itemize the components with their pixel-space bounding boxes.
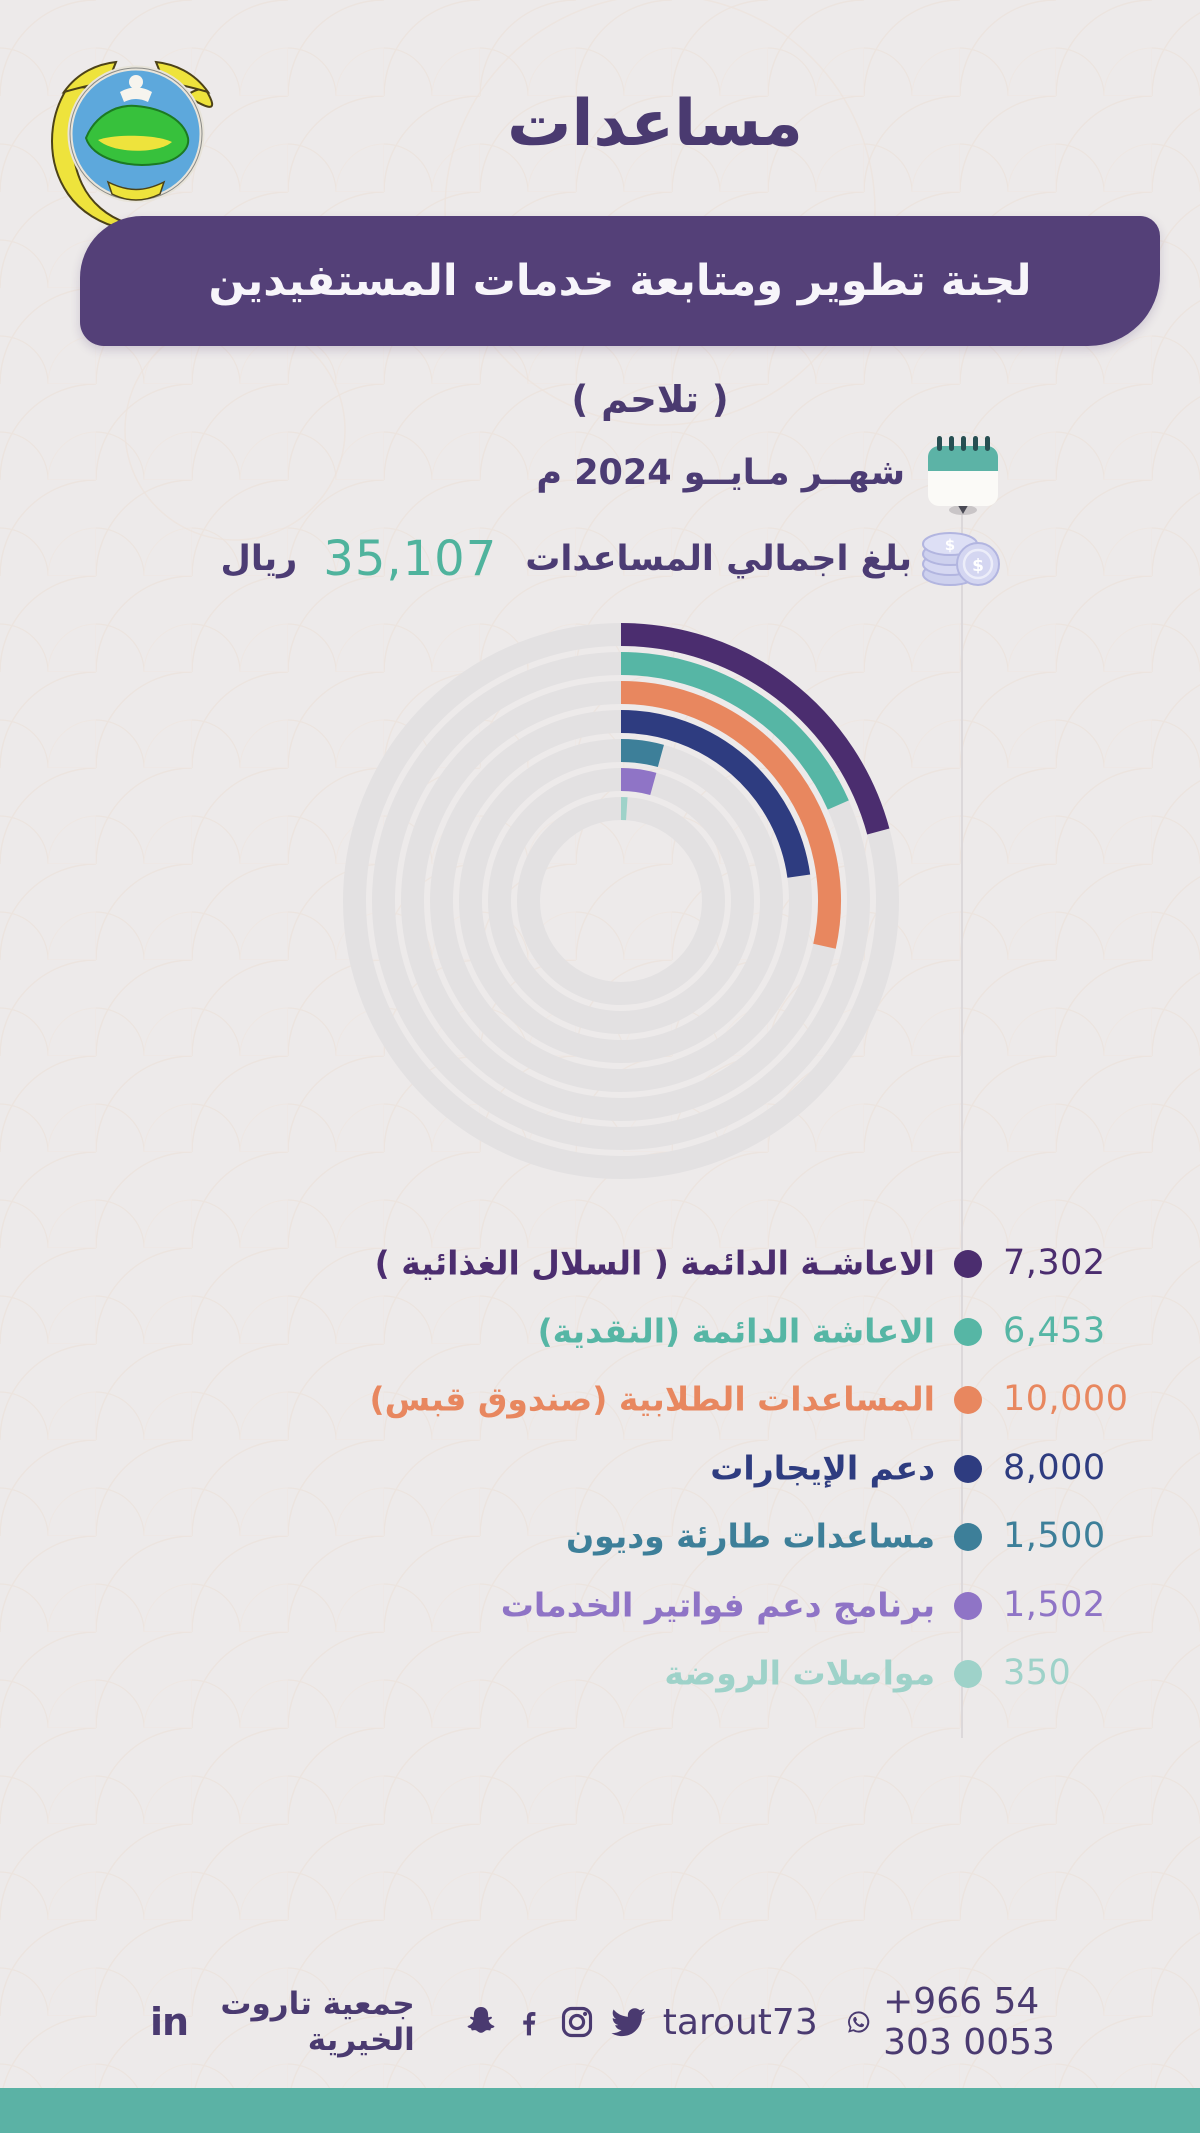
linkedin-icon[interactable]: in: [150, 2000, 189, 2044]
social-handle[interactable]: tarout73: [662, 2001, 818, 2043]
report-month: شهــر مـايــو 2024 م: [536, 453, 905, 493]
legend-value: 1,502: [1003, 1585, 1106, 1626]
legend-row-6: 350 مواصلات الروضة: [0, 1647, 1200, 1701]
chart-arc-5: [620, 768, 657, 796]
legend-value: 6,453: [1003, 1311, 1106, 1352]
phone-number[interactable]: +966 54 303 0053: [883, 1981, 1055, 2063]
svg-text:$: $: [972, 556, 984, 576]
committee-banner: لجنة تطوير ومتابعة خدمات المستفيدين: [80, 216, 1160, 346]
legend-label: برنامج دعم فواتير الخدمات: [500, 1585, 935, 1625]
legend-row-5: 1,502 برنامج دعم فواتير الخدمات: [0, 1579, 1200, 1633]
radial-chart: [311, 591, 931, 1211]
total-aid-value: 35,107: [323, 531, 498, 587]
timeline-line: [961, 438, 963, 1738]
legend-label: دعم الإيجارات: [710, 1448, 935, 1488]
legend-dot: [954, 1318, 982, 1346]
legend-label: مواصلات الروضة: [664, 1653, 935, 1693]
legend-dot: [954, 1455, 982, 1483]
legend-dot: [954, 1523, 982, 1551]
legend-value: 350: [1003, 1653, 1072, 1694]
chart-track: [459, 739, 783, 1063]
snapchat-icon[interactable]: [463, 2004, 499, 2040]
org-name: جمعية تاروت الخيرية: [220, 1986, 415, 2058]
chart-arc-4: [620, 739, 664, 768]
calendar-icon: [928, 436, 998, 515]
legend-label: الاعاشـة الدائمة ( السلال الغذائية ): [374, 1243, 935, 1283]
program-subtitle: ( تلاحم ): [571, 378, 729, 421]
total-aid-row: بلغ اجمالي المساعدات 35,107 ريال: [220, 528, 912, 590]
chart-arc-1: [620, 652, 849, 810]
twitter-icon[interactable]: [609, 2004, 647, 2040]
legend-value: 10,000: [1003, 1379, 1129, 1420]
footer: in جمعية تاروت الخيرية tarout73 +966 54 …: [150, 1981, 1110, 2063]
chart-arc-3: [620, 710, 811, 878]
legend-label: المساعدات الطلابية (صندوق قبس): [369, 1379, 935, 1419]
legend-label: مساعدات طارئة وديون: [565, 1516, 935, 1556]
legend-dot: [954, 1386, 982, 1414]
logo-island: [84, 104, 190, 166]
logo-figure-head: [129, 75, 143, 89]
org-logo: [51, 60, 214, 232]
total-aid-label: بلغ اجمالي المساعدات: [525, 539, 912, 579]
legend-row-2: 10,000 المساعدات الطلابية (صندوق قبس): [0, 1373, 1200, 1427]
chart-track: [517, 797, 725, 1005]
legend-dot: [954, 1660, 982, 1688]
legend-row-3: 8,000 دعم الإيجارات: [0, 1442, 1200, 1496]
chart-arc-0: [620, 623, 890, 835]
social-icons: [463, 2004, 647, 2040]
chart-arc-2: [620, 681, 841, 949]
svg-text:$: $: [945, 536, 955, 554]
legend-dot: [954, 1250, 982, 1278]
page-title: مساعدات: [507, 87, 803, 161]
legend-dot: [954, 1592, 982, 1620]
money-coins-icon: $ $: [922, 532, 1000, 586]
legend-label: الاعاشة الدائمة (النقدية): [537, 1311, 935, 1351]
legend-row-0: 7,302 الاعاشـة الدائمة ( السلال الغذائية …: [0, 1237, 1200, 1291]
legend-value: 7,302: [1003, 1243, 1106, 1284]
legend-row-1: 6,453 الاعاشة الدائمة (النقدية): [0, 1305, 1200, 1359]
instagram-icon[interactable]: [559, 2004, 595, 2040]
committee-banner-text: لجنة تطوير ومتابعة خدمات المستفيدين: [208, 256, 1032, 306]
legend-value: 8,000: [1003, 1448, 1106, 1489]
facebook-icon[interactable]: [513, 2005, 545, 2039]
total-aid-unit: ريال: [220, 539, 298, 579]
legend-row-4: 1,500 مساعدات طارئة وديون: [0, 1510, 1200, 1564]
whatsapp-icon[interactable]: [846, 2003, 871, 2041]
bottom-accent-bar: [0, 2088, 1200, 2133]
legend-value: 1,500: [1003, 1516, 1106, 1557]
